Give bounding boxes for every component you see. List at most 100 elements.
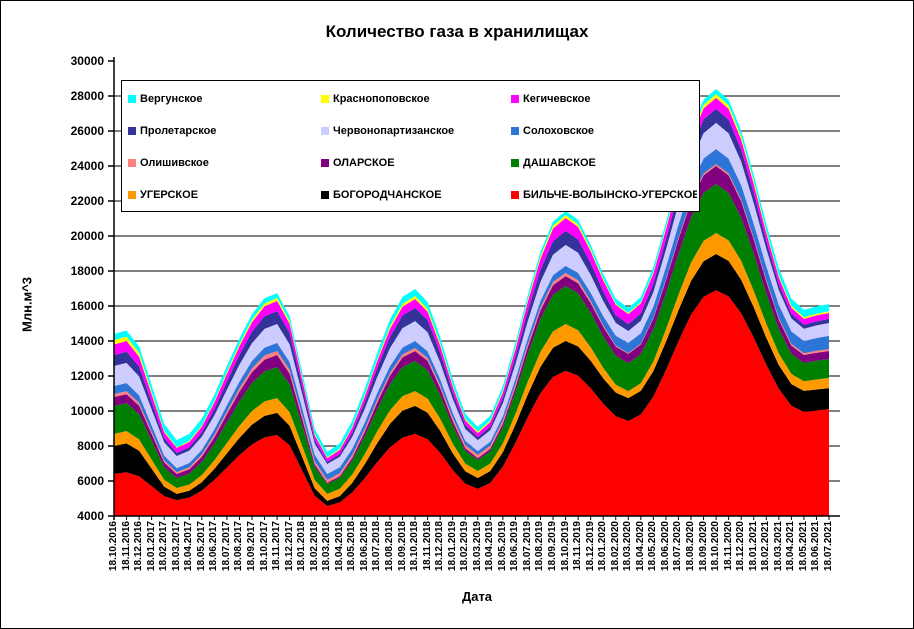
x-tick-label: 18.06.2020: [659, 521, 671, 572]
legend-item: БИЛЬЧЕ-ВОЛЫНСКО-УГЕРСКОЕ: [511, 179, 697, 211]
y-tick-label: 18000: [70, 264, 104, 278]
x-tick-label: 18.11.2020: [722, 521, 734, 571]
y-tick-label: 4000: [77, 509, 104, 523]
y-tick-label: 28000: [70, 89, 104, 103]
legend-label: Червонопартизанское: [333, 125, 455, 137]
x-tick-label: 18.08.2017: [233, 521, 245, 572]
x-tick-label: 18.07.2017: [220, 521, 232, 572]
x-tick-label: 18.06.2017: [208, 521, 220, 572]
legend-label: БОГОРОДЧАНСКОЕ: [333, 189, 442, 201]
x-tick-label: 18.08.2019: [534, 521, 546, 572]
x-tick-label: 18.09.2019: [547, 521, 559, 572]
y-tick-label: 8000: [77, 439, 104, 453]
legend-swatch-icon: [128, 159, 136, 167]
x-tick-label: 18.07.2019: [521, 521, 533, 572]
x-tick-label: 18.11.2018: [421, 521, 433, 571]
legend-item: БОГОРОДЧАНСКОЕ: [321, 179, 511, 211]
legend-label: ОЛАРСКОЕ: [333, 157, 395, 169]
x-tick-label: 18.10.2016: [108, 521, 119, 572]
x-tick-label: 18.11.2016: [120, 521, 132, 571]
area-series: [114, 184, 829, 494]
legend: Вергунское Краснопоповское Кегичевское Прол…: [121, 80, 700, 212]
x-tick-label: 18.03.2020: [622, 521, 634, 572]
legend-item: Вергунское: [128, 83, 321, 115]
x-tick-label: 18.02.2017: [158, 521, 170, 572]
legend-swatch-icon: [128, 95, 136, 103]
legend-label: Олишивское: [140, 157, 209, 169]
x-tick-label: 18.04.2019: [484, 521, 496, 572]
legend-swatch-icon: [321, 95, 329, 103]
y-tick-label: 26000: [70, 124, 104, 138]
y-tick-label: 22000: [70, 194, 104, 208]
x-tick-label: 18.10.2018: [409, 521, 421, 572]
legend-swatch-icon: [128, 127, 136, 135]
x-tick-label: 18.10.2020: [710, 521, 722, 572]
x-tick-label: 18.10.2019: [559, 521, 571, 572]
x-tick-label: 18.11.2019: [572, 521, 584, 571]
y-tick-label: 10000: [70, 404, 104, 418]
x-tick-label: 18.09.2017: [245, 521, 257, 572]
x-tick-label: 18.04.2021: [785, 521, 797, 572]
x-tick-label: 18.06.2018: [358, 521, 370, 572]
y-axis-title: Млн.м^3: [19, 277, 35, 332]
x-tick-label: 18.12.2019: [584, 521, 596, 572]
legend-swatch-icon: [511, 159, 519, 167]
legend-swatch-icon: [511, 127, 519, 135]
legend-label: Краснопоповское: [333, 93, 430, 105]
legend-label: УГЕРСКОЕ: [140, 189, 199, 201]
legend-item: ОЛАРСКОЕ: [321, 147, 511, 179]
x-tick-label: 18.01.2018: [296, 521, 308, 572]
x-tick-label: 18.07.2018: [371, 521, 383, 572]
legend-label: ДАШАВСКОЕ: [523, 157, 596, 169]
legend-label: БИЛЬЧЕ-ВОЛЫНСКО-УГЕРСКОЕ: [523, 189, 697, 201]
chart-title: Количество газа в хранилищах: [325, 22, 589, 41]
x-tick-label: 18.05.2021: [797, 521, 809, 572]
x-tick-label: 18.01.2020: [597, 521, 609, 572]
legend-item: ДАШАВСКОЕ: [511, 147, 697, 179]
legend-item: Краснопоповское: [321, 83, 511, 115]
y-tick-label: 6000: [77, 474, 104, 488]
y-tick-label: 12000: [70, 369, 104, 383]
x-tick-label: 18.02.2018: [308, 521, 320, 572]
x-tick-label: 18.02.2021: [760, 521, 772, 572]
x-tick-label: 18.12.2016: [133, 521, 145, 572]
x-tick-label: 18.09.2018: [396, 521, 408, 572]
x-tick-label: 18.04.2017: [183, 521, 195, 572]
legend-item: Солоховское: [511, 115, 697, 147]
legend-swatch-icon: [511, 95, 519, 103]
legend-item: Червонопартизанское: [321, 115, 511, 147]
legend-item: Олишивское: [128, 147, 321, 179]
x-tick-label: 18.03.2018: [321, 521, 333, 572]
x-tick-label: 18.04.2020: [634, 521, 646, 572]
x-tick-label: 18.08.2020: [685, 521, 697, 572]
x-tick-label: 18.06.2021: [810, 521, 822, 572]
area-series: [114, 254, 829, 506]
x-tick-label: 18.12.2018: [434, 521, 446, 572]
x-tick-label: 18.12.2020: [735, 521, 747, 572]
x-tick-label: 18.11.2017: [271, 521, 283, 571]
x-tick-label: 18.07.2020: [672, 521, 684, 572]
x-tick-label: 18.08.2018: [383, 521, 395, 572]
x-tick-label: 18.05.2019: [496, 521, 508, 572]
x-tick-label: 18.07.2021: [823, 521, 834, 572]
x-tick-label: 18.03.2021: [772, 521, 784, 572]
x-tick-label: 18.01.2019: [446, 521, 458, 572]
x-tick-label: 18.10.2017: [258, 521, 270, 572]
legend-swatch-icon: [321, 127, 329, 135]
x-tick-label: 18.04.2018: [333, 521, 345, 572]
x-tick-label: 18.05.2017: [195, 521, 207, 572]
x-tick-label: 18.02.2020: [609, 521, 621, 572]
x-axis-title: Дата: [461, 589, 493, 604]
legend-label: Вергунское: [140, 93, 203, 105]
x-tick-label: 18.01.2021: [747, 521, 759, 572]
y-tick-label: 24000: [70, 159, 104, 173]
y-tick-label: 20000: [70, 229, 104, 243]
x-tick-label: 18.01.2017: [145, 521, 157, 572]
x-tick-label: 18.06.2019: [509, 521, 521, 572]
y-tick-label: 14000: [70, 334, 104, 348]
x-tick-label: 18.05.2020: [647, 521, 659, 572]
legend-item: Пролетарское: [128, 115, 321, 147]
legend-item: УГЕРСКОЕ: [128, 179, 321, 211]
area-series: [114, 290, 829, 516]
